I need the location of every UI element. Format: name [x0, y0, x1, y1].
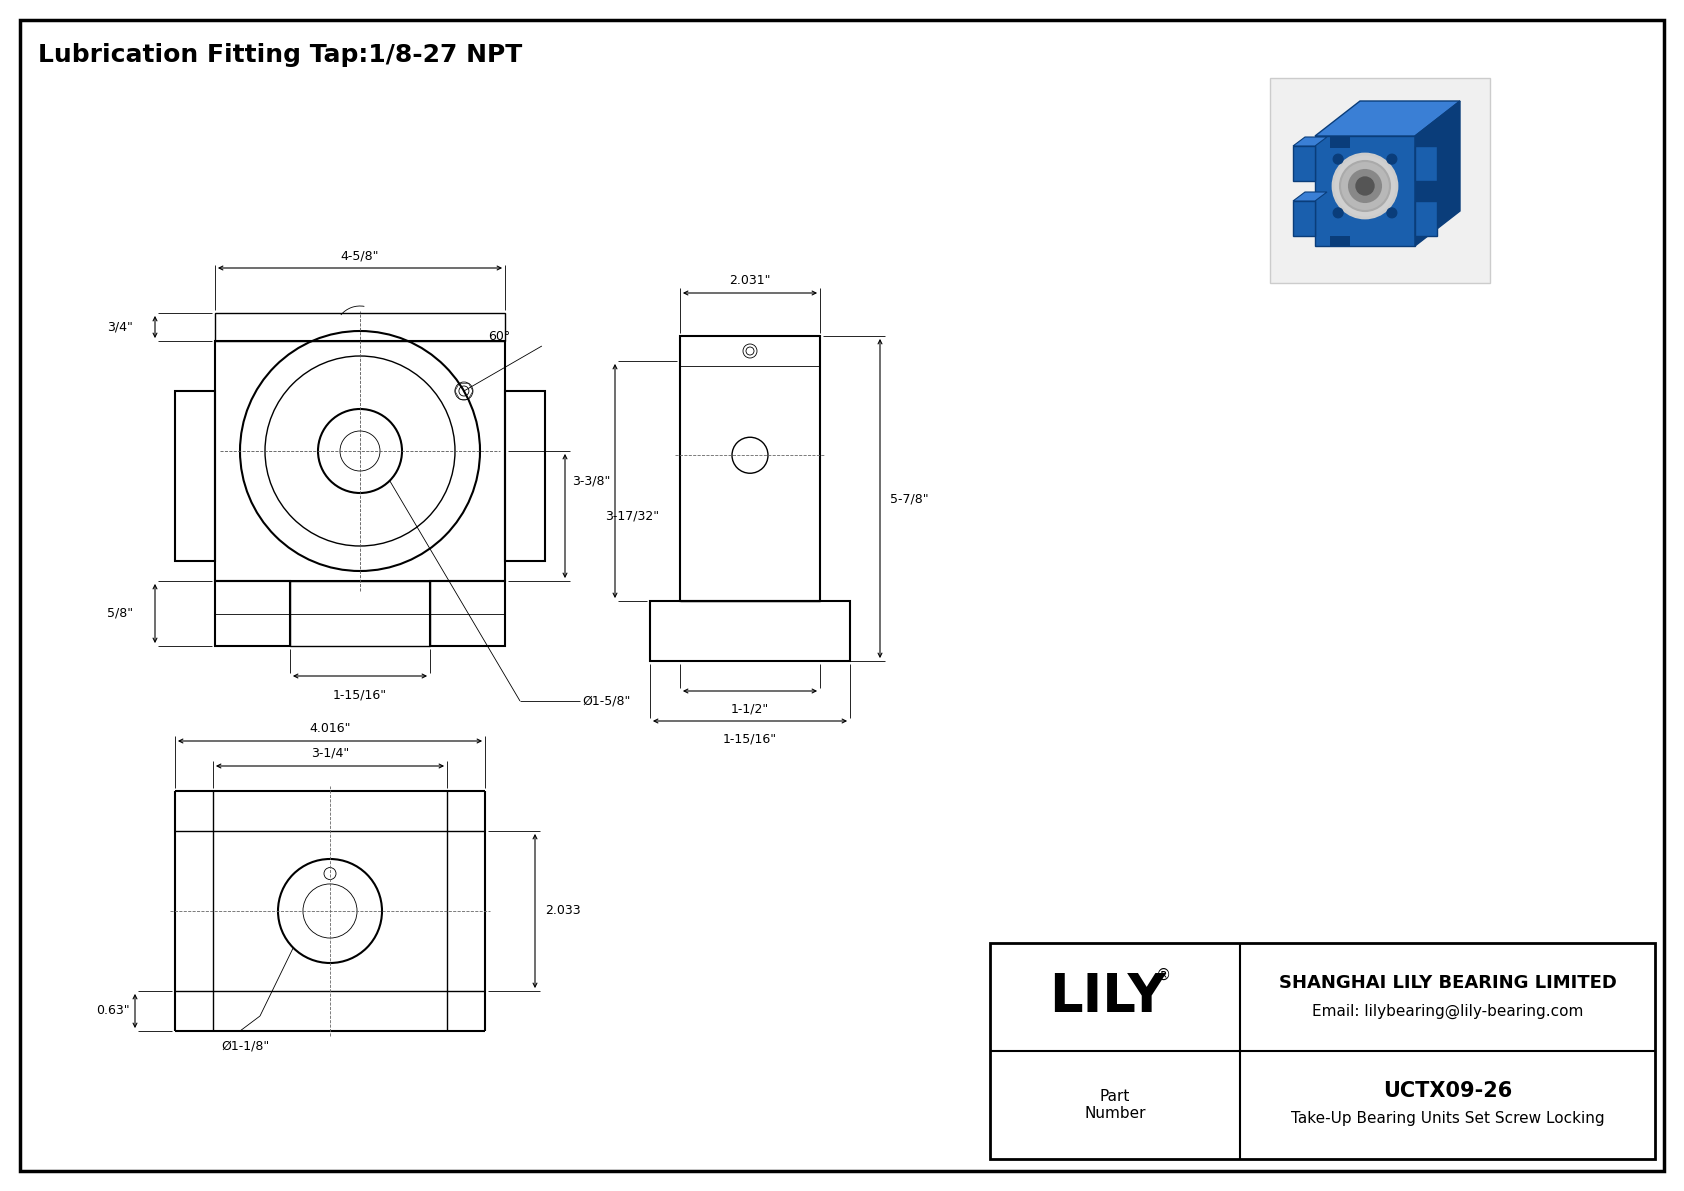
Polygon shape: [1293, 192, 1327, 201]
Bar: [290, 581, 429, 646]
Text: 3/4": 3/4": [108, 320, 133, 333]
Bar: [680, 336, 820, 601]
Text: 2.033: 2.033: [546, 904, 581, 917]
Bar: [990, 943, 1655, 1159]
Text: 0.63": 0.63": [96, 1004, 130, 1017]
Bar: [1415, 146, 1436, 181]
Bar: [1330, 136, 1351, 148]
Circle shape: [1388, 208, 1396, 218]
Bar: [650, 601, 850, 661]
Circle shape: [1388, 154, 1396, 164]
Text: Email: lilybearing@lily-bearing.com: Email: lilybearing@lily-bearing.com: [1312, 1003, 1583, 1018]
Polygon shape: [1415, 101, 1460, 247]
Text: 1-15/16": 1-15/16": [333, 688, 387, 701]
Text: Ø1-5/8": Ø1-5/8": [583, 694, 630, 707]
Polygon shape: [1315, 101, 1460, 136]
Bar: [175, 391, 216, 561]
Circle shape: [1356, 177, 1374, 195]
Polygon shape: [1293, 137, 1327, 146]
Text: 3-17/32": 3-17/32": [605, 510, 658, 523]
Text: 3-3/8": 3-3/8": [571, 474, 610, 487]
Text: 4-5/8": 4-5/8": [340, 249, 379, 262]
Circle shape: [1334, 208, 1344, 218]
Text: 2.031": 2.031": [729, 274, 771, 287]
Bar: [1293, 201, 1315, 236]
Text: Part
Number: Part Number: [1084, 1089, 1145, 1121]
FancyBboxPatch shape: [1270, 77, 1490, 283]
Text: LILY: LILY: [1049, 971, 1165, 1023]
Bar: [1293, 146, 1315, 181]
Circle shape: [1349, 170, 1381, 202]
Text: Ø1-1/8": Ø1-1/8": [221, 1040, 269, 1053]
Bar: [216, 341, 505, 581]
Bar: [1330, 236, 1351, 247]
Bar: [429, 581, 505, 646]
Bar: [216, 313, 505, 341]
Circle shape: [1334, 154, 1398, 218]
Text: Lubrication Fitting Tap:1/8-27 NPT: Lubrication Fitting Tap:1/8-27 NPT: [39, 43, 522, 67]
Text: 5-7/8": 5-7/8": [891, 492, 928, 505]
Text: 4.016": 4.016": [310, 722, 350, 735]
Bar: [1415, 201, 1436, 236]
Bar: [216, 581, 290, 646]
Text: SHANGHAI LILY BEARING LIMITED: SHANGHAI LILY BEARING LIMITED: [1278, 974, 1617, 992]
Bar: [1315, 136, 1415, 247]
Text: 60°: 60°: [488, 330, 510, 343]
Text: 1-1/2": 1-1/2": [731, 703, 770, 716]
Text: UCTX09-26: UCTX09-26: [1383, 1081, 1512, 1100]
Circle shape: [1334, 154, 1344, 164]
Text: ®: ®: [1155, 967, 1170, 983]
Text: 3-1/4": 3-1/4": [312, 747, 349, 760]
Text: 1-15/16": 1-15/16": [722, 732, 776, 746]
Circle shape: [1340, 161, 1389, 211]
Bar: [505, 391, 546, 561]
Text: Take-Up Bearing Units Set Screw Locking: Take-Up Bearing Units Set Screw Locking: [1290, 1111, 1605, 1127]
Text: 5/8": 5/8": [106, 607, 133, 621]
